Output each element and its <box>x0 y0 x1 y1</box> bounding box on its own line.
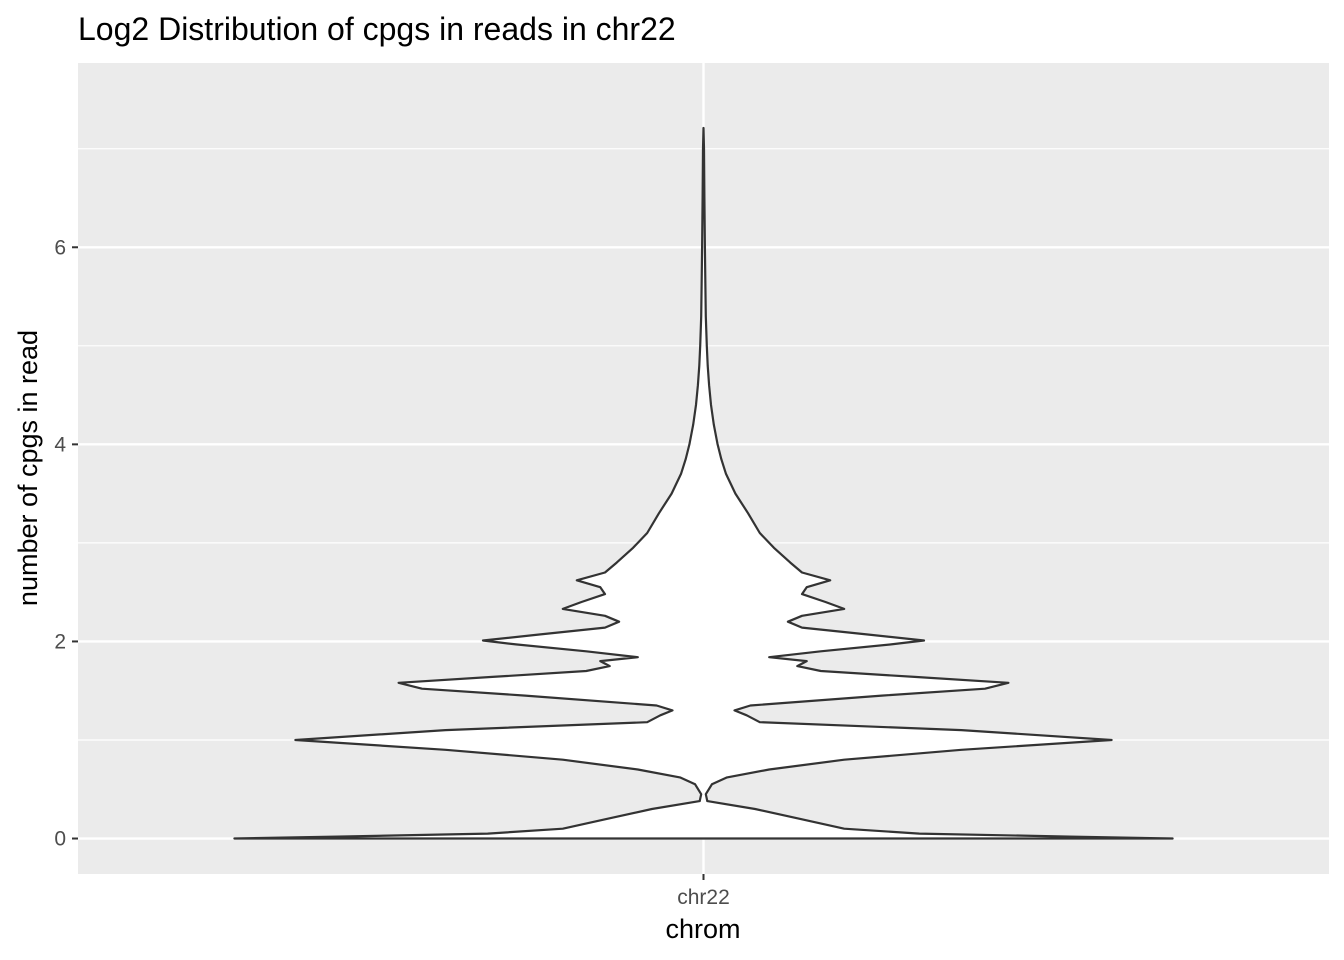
violin-chr22 <box>233 126 1174 840</box>
x-tick-label: chr22 <box>677 886 730 909</box>
x-axis-title: chrom <box>665 914 740 944</box>
y-axis-title: number of cpgs in read <box>13 330 43 606</box>
y-tick-label: 6 <box>54 236 66 259</box>
x-axis: chr22 <box>677 874 730 909</box>
y-axis: 0 2 4 6 <box>54 236 78 851</box>
violin-layer <box>233 126 1174 840</box>
y-tick-label: 2 <box>54 630 66 653</box>
y-tick-label: 0 <box>54 828 66 851</box>
y-tick-label: 4 <box>54 433 66 456</box>
chart-title: Log2 Distribution of cpgs in reads in ch… <box>78 11 676 47</box>
